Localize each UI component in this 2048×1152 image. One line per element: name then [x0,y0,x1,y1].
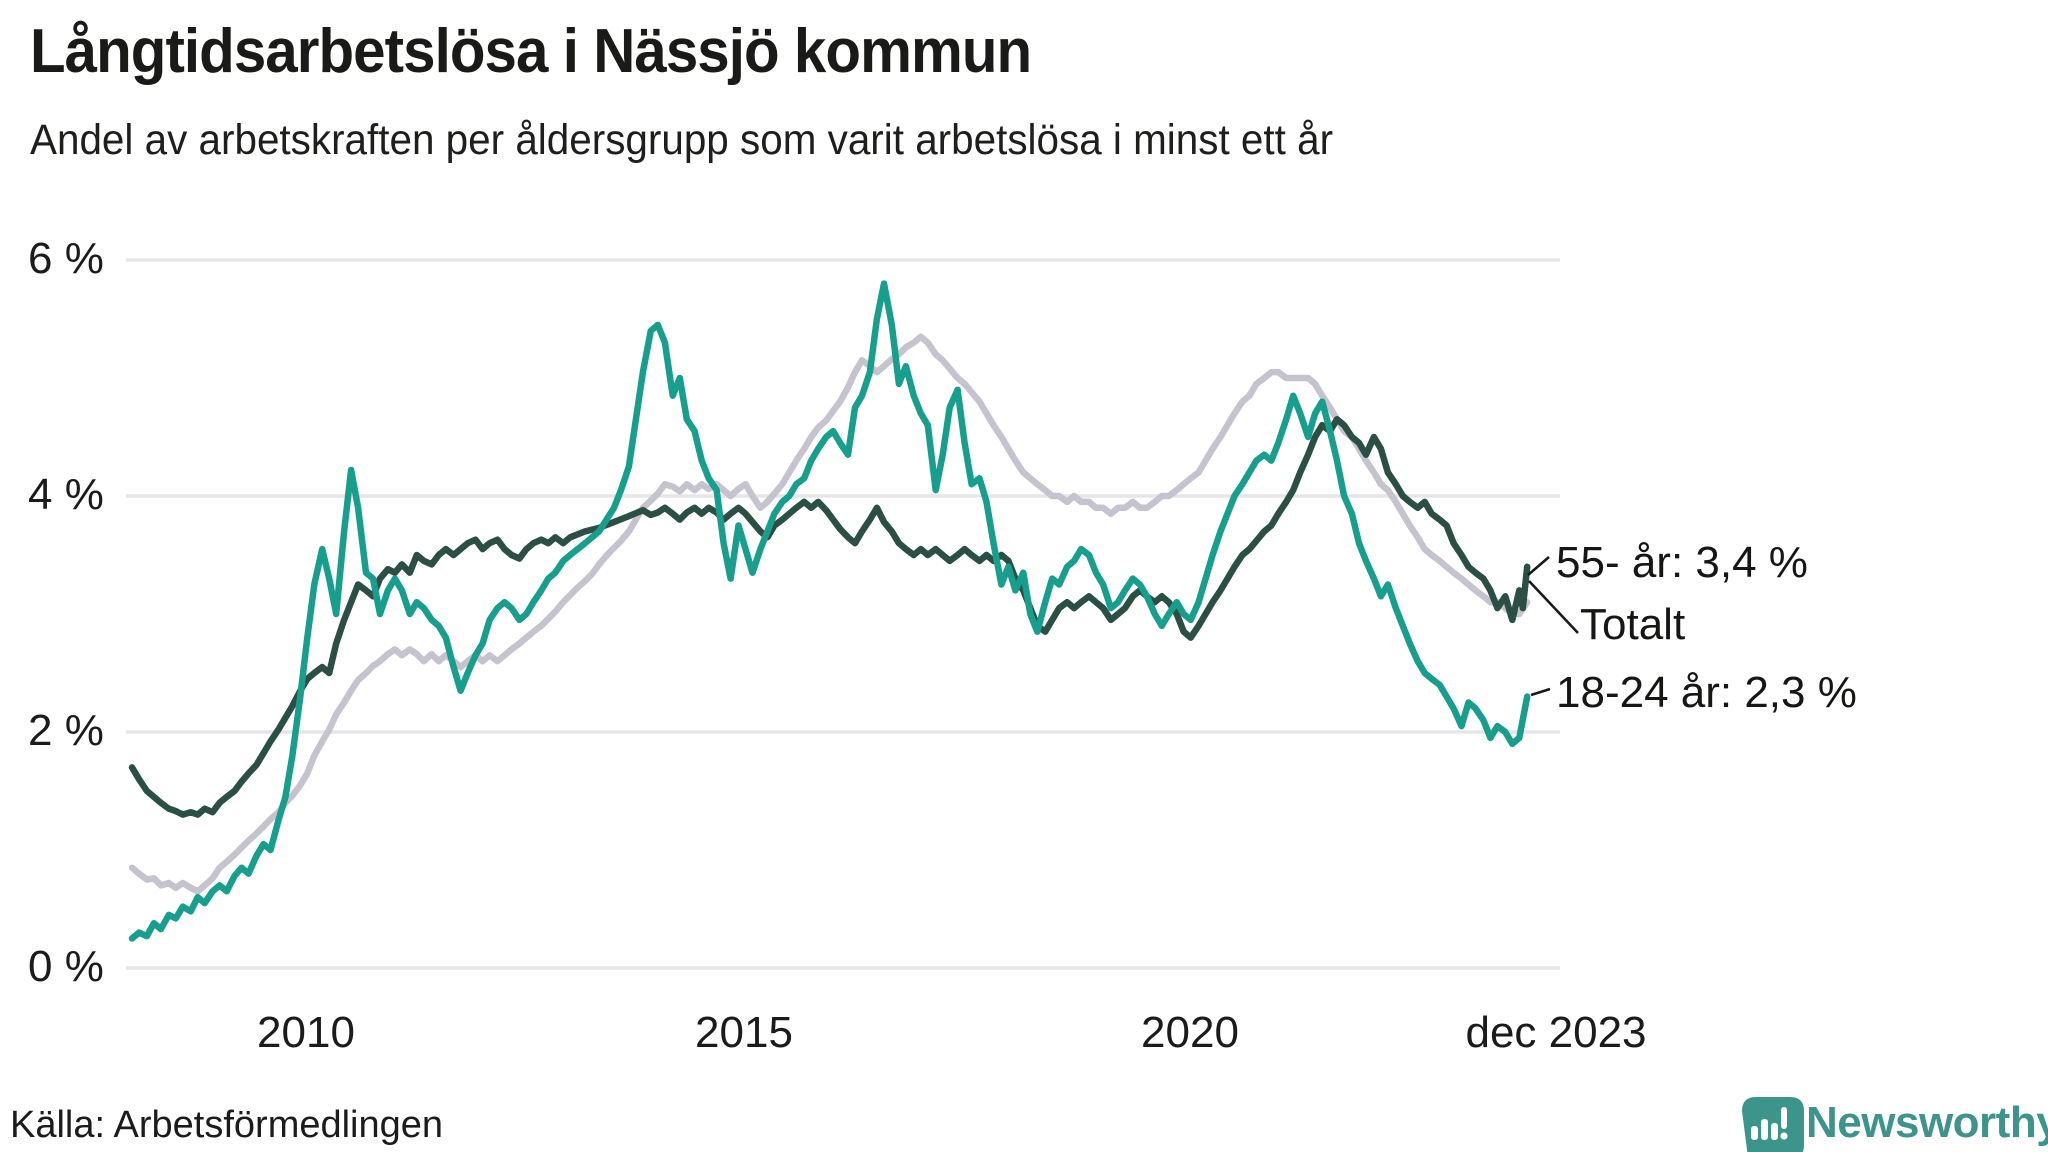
series-end-label-totalt: Totalt [1580,600,1686,649]
logo-bar-2 [1761,1119,1768,1140]
chart-subtitle: Andel av arbetskraften per åldersgrupp s… [30,116,1334,164]
connector-18-24 [1530,687,1551,697]
y-tick-label-4: 4 % [28,470,104,519]
data-series-lines [128,280,1531,942]
logo-exclamation-dot [1780,1132,1788,1140]
line-55-ar [128,416,1531,818]
source-credit: Källa: Arbetsförmedlingen [10,1104,444,1146]
newsworthy-wordmark: Newsworthy [1806,1098,2048,1147]
newsworthy-logo-icon [1742,1097,1804,1152]
gridlines [126,258,1560,970]
logo-bar-3 [1771,1123,1778,1140]
y-tick-label-0: 0 % [28,942,104,991]
y-tick-label-6: 6 % [28,234,104,283]
logo-bar-1 [1751,1126,1758,1140]
x-tick-label-2015: 2015 [695,1008,793,1057]
logo-exclamation-bar [1781,1107,1787,1129]
y-tick-label-2: 2 % [28,706,104,755]
line-18-24-ar [128,280,1531,942]
series-end-label-55-ar: 55- år: 3,4 % [1556,538,1808,587]
x-tick-label-2010: 2010 [257,1008,355,1057]
line-totalt [128,333,1531,895]
page-title: Långtidsarbetslösa i Nässjö kommun [30,17,1032,86]
x-tick-label-dec-2023: dec 2023 [1465,1008,1647,1057]
x-tick-label-2020: 2020 [1141,1008,1239,1057]
series-end-label-18-24-ar: 18-24 år: 2,3 % [1556,668,1857,717]
connector-totalt [1528,580,1579,634]
annotation-connectors [1527,556,1579,697]
connector-55-ar [1527,556,1550,576]
